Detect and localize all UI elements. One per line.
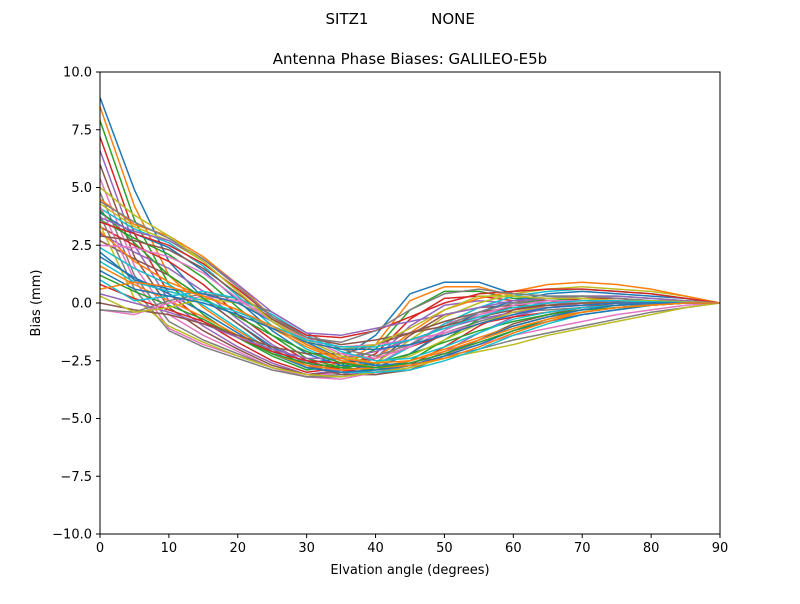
series-line: [100, 224, 720, 378]
series-line: [100, 260, 720, 348]
x-tick-label: 0: [96, 541, 104, 556]
x-axis-label: Elvation angle (degrees): [330, 563, 489, 578]
series-lines: [100, 97, 720, 380]
series-line: [100, 270, 720, 350]
y-tick-label: 2.5: [71, 239, 92, 254]
y-tick-label: 7.5: [71, 123, 92, 138]
y-tick-label: −2.5: [60, 354, 92, 369]
series-line: [100, 164, 720, 376]
x-tick-label: 90: [712, 541, 729, 556]
y-axis-label: Bias (mm): [29, 270, 44, 337]
y-tick-label: −10.0: [52, 528, 92, 543]
series-line: [100, 281, 720, 364]
x-tick-label: 30: [298, 541, 315, 556]
y-axis: −10.0 −7.5 −5.0 −2.5 0.0 2.5 5.0 7.5 10.0: [52, 66, 100, 543]
x-tick-label: 70: [574, 541, 591, 556]
x-tick-label: 40: [367, 541, 384, 556]
x-tick-label: 80: [643, 541, 660, 556]
x-tick-label: 50: [436, 541, 453, 556]
x-axis: 0 10 20 30 40 50 60 70 80 90: [96, 534, 728, 556]
suptitle-radome: NONE: [431, 10, 475, 28]
y-tick-label: 0.0: [71, 297, 92, 312]
x-tick-label: 10: [161, 541, 178, 556]
y-tick-label: −7.5: [60, 470, 92, 485]
chart-title: Antenna Phase Biases: GALILEO-E5b: [273, 50, 547, 68]
x-tick-label: 60: [505, 541, 522, 556]
suptitle-station: SITZ1: [326, 10, 369, 28]
series-line: [100, 221, 720, 339]
y-tick-label: 10.0: [63, 66, 92, 81]
y-tick-label: 5.0: [71, 181, 92, 196]
series-line: [100, 200, 720, 344]
x-tick-label: 20: [230, 541, 247, 556]
y-tick-label: −5.0: [60, 412, 92, 427]
